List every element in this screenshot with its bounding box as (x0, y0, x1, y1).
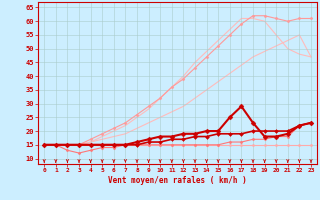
X-axis label: Vent moyen/en rafales ( km/h ): Vent moyen/en rafales ( km/h ) (108, 176, 247, 185)
